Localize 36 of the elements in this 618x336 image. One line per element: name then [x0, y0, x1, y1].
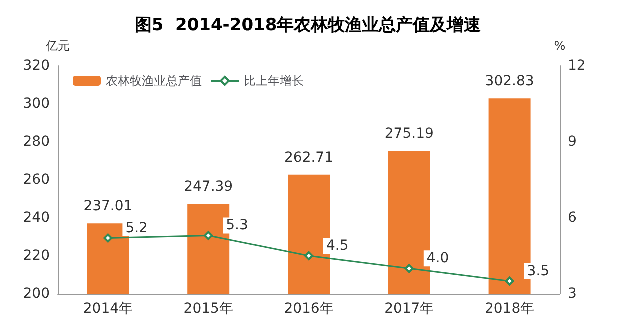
y2-tick-label: 3 — [568, 286, 577, 302]
point — [204, 231, 214, 240]
y-tick-label: 280 — [23, 134, 50, 150]
chart-title: 图5 2014-2018年农林牧渔业总产值及增速 — [134, 16, 482, 36]
point — [404, 264, 414, 274]
y2-tick-label: 9 — [568, 134, 577, 150]
point — [304, 252, 314, 260]
data-label: 5.2 — [126, 220, 148, 236]
y-tick-label: 300 — [23, 96, 50, 112]
x-tick-label: 2016年 — [284, 301, 334, 317]
y-axis-title: 亿元 — [45, 39, 70, 53]
y-tick-label: 220 — [23, 248, 50, 264]
data-label: 4.5 — [326, 238, 349, 254]
x-tick-label: 2015年 — [184, 301, 234, 317]
x-tick-label: 2014年 — [83, 301, 134, 317]
point — [505, 276, 514, 286]
y-tick-label: 320 — [23, 58, 50, 74]
y-tick-label: 260 — [23, 172, 50, 188]
legend-label: 比上年增长 — [244, 74, 304, 88]
x-tick-label: 2017年 — [384, 301, 434, 317]
data-label: 247.39 — [184, 178, 234, 195]
y2-tick-label: 12 — [568, 58, 586, 74]
data-label: 4.0 — [426, 250, 450, 267]
y2-tick-label: 6 — [568, 210, 577, 226]
data-label: 237.01 — [84, 198, 133, 215]
y-tick-label: 200 — [23, 286, 50, 302]
data-label: 275.19 — [384, 126, 434, 142]
y2-axis-title: % — [554, 39, 566, 53]
data-label: 262.71 — [284, 150, 334, 166]
data-label: 5.3 — [226, 218, 248, 234]
data-label: 3.5 — [527, 263, 550, 280]
data-label: 302.83 — [485, 74, 534, 90]
point — [104, 234, 113, 243]
legend-label: 农林牧渔业总产值 — [106, 74, 202, 88]
y-tick-label: 240 — [23, 210, 50, 226]
x-tick-label: 2018年 — [484, 301, 535, 317]
